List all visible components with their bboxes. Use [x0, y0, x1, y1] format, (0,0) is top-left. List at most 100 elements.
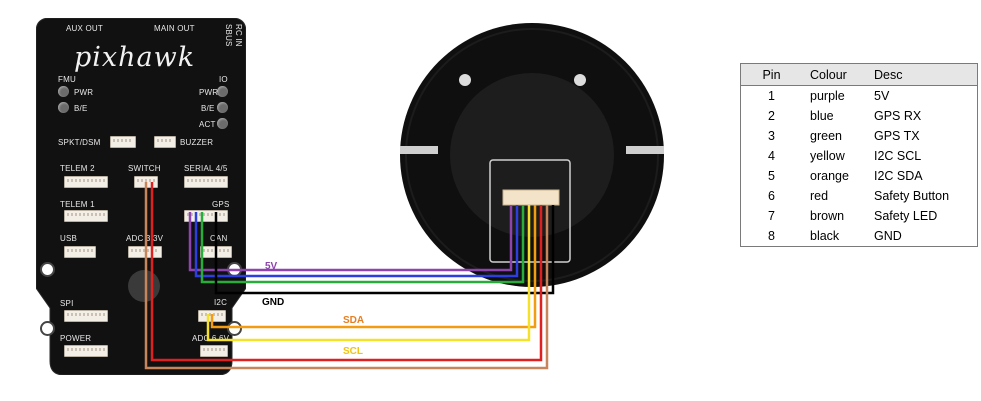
- gps-connector: [502, 189, 560, 206]
- pin-desc: Safety Button: [874, 189, 950, 203]
- adc66-label: ADC 6.6V: [192, 334, 230, 343]
- buzzer-connector: [154, 136, 176, 148]
- gps-screw-left: [459, 74, 471, 86]
- pin-colour: brown: [810, 209, 845, 223]
- pin-number: 4: [768, 149, 775, 163]
- table-row: 4 yellow I2C SCL: [741, 146, 978, 166]
- fmu-be-led: [58, 102, 69, 113]
- mount-hole-bottom-left: [40, 321, 55, 336]
- io-be-label: B/E: [201, 104, 215, 113]
- wire-label-5v: 5V: [265, 261, 278, 272]
- usb-connector: [64, 246, 96, 258]
- aux-out-label: AUX OUT: [66, 24, 103, 33]
- fmu-pwr-led: [58, 86, 69, 97]
- main-out-label: MAIN OUT: [154, 24, 195, 33]
- telem2-label: TELEM 2: [60, 164, 95, 173]
- i2c-label: I2C: [214, 298, 228, 307]
- wire-orange: [210, 205, 537, 329]
- pin-desc: GPS TX: [874, 129, 920, 143]
- wire-yellow: [206, 205, 531, 342]
- spkt-connector: [110, 136, 136, 148]
- telem1-connector: [64, 210, 108, 222]
- table-row: 1 purple 5V: [741, 86, 978, 107]
- adc66-connector: [200, 345, 228, 357]
- fmu-pwr-label: PWR: [74, 88, 94, 97]
- table-row: 7 brown Safety LED: [741, 206, 978, 226]
- table-row: 5 orange I2C SDA: [741, 166, 978, 186]
- wire-green: [200, 205, 525, 284]
- pin-colour: purple: [810, 89, 845, 103]
- buzzer-label: BUZZER: [180, 138, 214, 147]
- wire-blue: [194, 205, 519, 278]
- gps-tab-left: [400, 146, 438, 154]
- gps-screw-right: [574, 74, 586, 86]
- pin-colour: black: [810, 229, 840, 243]
- pin-desc: GPS RX: [874, 109, 922, 123]
- pin-desc: 5V: [874, 89, 890, 103]
- pixhawk-board: AUX OUT MAIN OUT SBUS RC IN pixhawk FMU …: [36, 18, 246, 375]
- header-desc: Desc: [866, 63, 978, 86]
- gps-label: GPS: [212, 200, 230, 209]
- spi-label: SPI: [60, 299, 74, 308]
- power-label: POWER: [60, 334, 92, 343]
- adc33-label: ADC 3.3V: [126, 234, 164, 243]
- usb-label: USB: [60, 234, 78, 243]
- pin-colour: blue: [810, 109, 834, 123]
- can-label: CAN: [210, 234, 228, 243]
- wire-red: [150, 182, 543, 362]
- pin-number: 2: [768, 109, 775, 123]
- pin-number: 6: [768, 189, 775, 203]
- serial45-label: SERIAL 4/5: [184, 164, 228, 173]
- table-row: 3 green GPS TX: [741, 126, 978, 146]
- io-act-label: ACT: [199, 120, 216, 129]
- power-connector: [64, 345, 108, 357]
- pin-colour: yellow: [810, 149, 845, 163]
- io-pwr-led: [217, 86, 228, 97]
- fmu-label: FMU: [58, 75, 76, 84]
- sbus-label: SBUS: [224, 24, 233, 47]
- io-be-led: [217, 102, 228, 113]
- spkt-label: SPKT/DSM: [58, 138, 101, 147]
- table-row: 6 red Safety Button: [741, 186, 978, 206]
- gps-antenna: [450, 73, 614, 237]
- pin-desc: Safety LED: [874, 209, 938, 223]
- pin-colour: red: [810, 189, 829, 203]
- pin-number: 5: [768, 169, 775, 183]
- pin-colour: orange: [810, 169, 849, 183]
- serial45-connector: [184, 176, 228, 188]
- wire-label-gnd: GND: [262, 297, 285, 308]
- wire-label-sda: SDA: [343, 315, 365, 326]
- pin-number: 7: [768, 209, 775, 223]
- rc-in-label: RC IN: [234, 24, 243, 47]
- wire-label-scl: SCL: [343, 346, 363, 357]
- pin-number: 1: [768, 89, 775, 103]
- pin-table: Pin Colour Desc 1 purple 5V 2 blue GPS RX 3 g…: [740, 63, 978, 247]
- io-act-led: [217, 118, 228, 129]
- mount-hole-bottom-right: [227, 321, 242, 336]
- wire-black: [214, 205, 555, 295]
- table-row: 2 blue GPS RX: [741, 106, 978, 126]
- fmu-be-label: B/E: [74, 104, 88, 113]
- pin-desc: GND: [874, 229, 902, 243]
- pin-number: 3: [768, 129, 775, 143]
- brand-logo: pixhawk: [74, 42, 196, 73]
- gps-tab-right: [626, 146, 664, 154]
- wire-purple: [188, 205, 513, 272]
- telem1-label: TELEM 1: [60, 200, 95, 209]
- table-row: 8 black GND: [741, 226, 978, 247]
- spi-connector: [64, 310, 108, 322]
- switch-label: SWITCH: [128, 164, 161, 173]
- table-header-row: Pin Colour Desc: [740, 63, 978, 86]
- telem2-connector: [64, 176, 108, 188]
- header-colour: Colour: [802, 63, 866, 86]
- io-label: IO: [219, 75, 228, 84]
- pin-desc: I2C SCL: [874, 149, 922, 163]
- io-pwr-label: PWR: [199, 88, 219, 97]
- header-pin: Pin: [740, 63, 802, 86]
- wire-brown: [144, 182, 549, 370]
- pin-colour: green: [810, 129, 842, 143]
- pin-number: 8: [768, 229, 775, 243]
- pin-desc: I2C SDA: [874, 169, 923, 183]
